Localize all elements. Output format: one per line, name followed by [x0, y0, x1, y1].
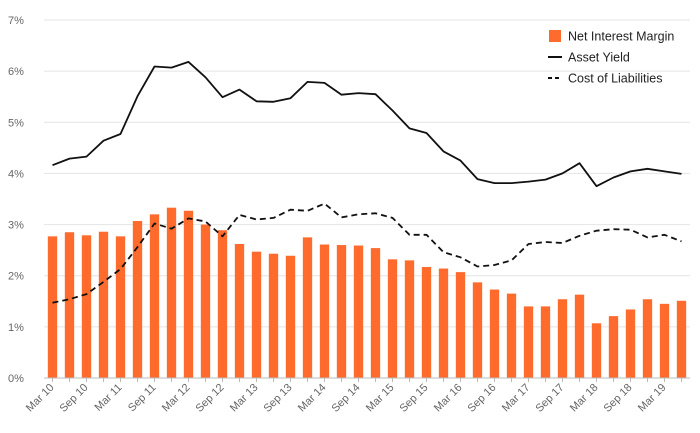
legend-label: Cost of Liabilities — [568, 72, 663, 86]
x-tick-label: Sep 18 — [601, 382, 634, 415]
bar — [149, 214, 160, 378]
bar — [302, 237, 313, 378]
bar — [234, 244, 245, 378]
x-tick-label: Sep 16 — [465, 382, 498, 415]
x-tick-label: Sep 15 — [397, 382, 430, 415]
bar — [98, 231, 109, 378]
legend-swatch — [549, 30, 561, 42]
bar — [591, 323, 602, 378]
x-tick-label: Sep 17 — [533, 382, 566, 415]
x-tick-label: Sep 11 — [126, 382, 159, 415]
bar — [387, 259, 398, 378]
bar — [489, 289, 500, 378]
bar — [540, 306, 551, 378]
line-series — [52, 61, 682, 304]
bar — [64, 232, 75, 378]
bar-series-net-interest-margin — [47, 207, 687, 378]
y-tick-label: 3% — [8, 220, 24, 232]
bar — [115, 236, 126, 378]
x-tick-label: Mar 18 — [568, 382, 601, 415]
bar — [455, 272, 466, 378]
x-tick-label: Mar 11 — [93, 382, 125, 414]
x-tick-label: Mar 10 — [24, 382, 57, 415]
bar — [200, 224, 211, 378]
bar — [421, 267, 432, 378]
y-tick-label: 7% — [8, 15, 24, 27]
bar — [472, 282, 483, 378]
bar — [285, 255, 296, 378]
legend-label: Asset Yield — [568, 51, 630, 65]
bar — [625, 309, 636, 378]
bar — [183, 210, 194, 378]
x-tick-label: Sep 12 — [193, 382, 226, 415]
x-tick-label: Mar 13 — [228, 382, 261, 415]
bar — [217, 230, 228, 378]
bar — [642, 299, 653, 378]
bar — [370, 248, 381, 378]
bar — [132, 220, 143, 378]
bar — [523, 306, 534, 378]
line-cost-of-liabilities — [52, 202, 682, 304]
bar — [404, 260, 415, 378]
bar — [659, 303, 670, 378]
y-tick-label: 0% — [8, 373, 24, 385]
y-tick-label: 5% — [8, 117, 24, 129]
bar — [506, 293, 517, 378]
legend: Net Interest Margin Asset Yield Cost of Li… — [548, 30, 674, 86]
x-tick-label: Mar 14 — [296, 382, 329, 415]
bar — [557, 299, 568, 378]
line-asset-yield — [52, 61, 682, 188]
y-tick-label: 6% — [8, 66, 24, 78]
bar — [319, 244, 330, 378]
y-tick-label: 4% — [8, 168, 24, 180]
x-tick-label: Sep 14 — [329, 382, 362, 415]
bar — [608, 316, 619, 378]
y-tick-label: 2% — [8, 271, 24, 283]
x-tick-label: Sep 10 — [57, 382, 90, 415]
bar — [251, 251, 262, 378]
bar — [353, 245, 364, 378]
bar — [336, 245, 347, 378]
x-tick-label: Sep 13 — [261, 382, 294, 415]
bar — [438, 268, 449, 378]
x-tick-label: Mar 15 — [364, 382, 397, 415]
bar — [268, 253, 279, 378]
y-tick-label: 1% — [8, 322, 24, 334]
bar — [676, 300, 687, 378]
x-tick-label: Mar 19 — [636, 382, 669, 415]
bar — [47, 236, 58, 378]
x-tick-label: Mar 17 — [500, 382, 533, 415]
bar — [81, 235, 92, 378]
bar — [166, 207, 177, 378]
legend-label: Net Interest Margin — [568, 30, 674, 44]
bar — [574, 294, 585, 378]
x-tick-label: Mar 12 — [160, 382, 193, 415]
x-tick-label: Mar 16 — [432, 382, 465, 415]
